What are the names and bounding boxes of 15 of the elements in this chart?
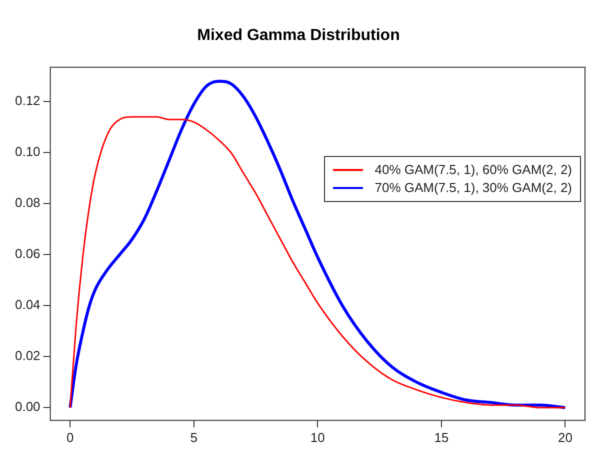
y-tick-label: 0.06 — [14, 246, 40, 262]
y-tick-label: 0.02 — [14, 348, 40, 364]
y-tick-label: 0.08 — [14, 195, 40, 210]
y-tick-label: 0.12 — [14, 93, 40, 108]
x-tick-label: 15 — [434, 430, 449, 445]
y-tick-label: 0.00 — [14, 399, 40, 414]
y-tick-label: 0.04 — [14, 297, 40, 312]
legend-label: 70% GAM(7.5, 1), 30% GAM(2, 2) — [374, 179, 572, 197]
x-tick-label: 0 — [66, 430, 74, 445]
chart-title: Mixed Gamma Distribution — [197, 27, 400, 44]
y-tick-label: 0.10 — [14, 144, 40, 160]
x-tick-label: 20 — [558, 430, 572, 445]
legend-label: 40% GAM(7.5, 1), 60% GAM(2, 2) — [374, 161, 572, 179]
x-tick-label: 10 — [310, 430, 325, 445]
x-tick-label: 5 — [190, 430, 198, 445]
